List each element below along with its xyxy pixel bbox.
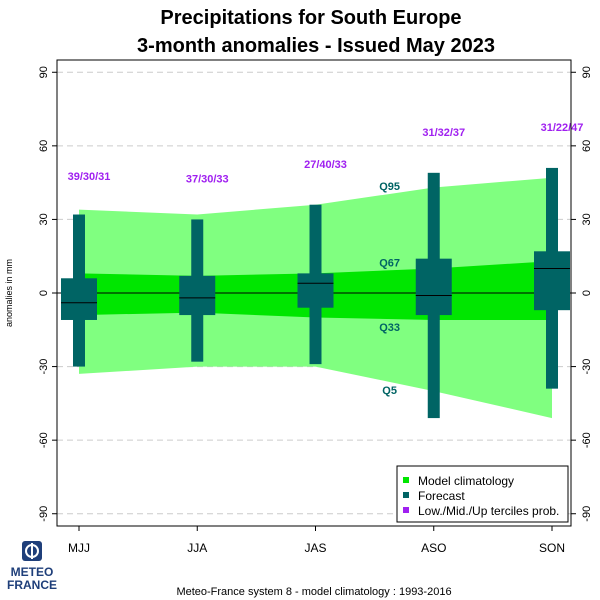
tercile-prob-jas: 27/40/33 — [304, 159, 347, 171]
legend-label-climatology: Model climatology — [418, 474, 514, 488]
logo-text-line1: METEO — [11, 565, 54, 579]
x-tick-label-jas: JAS — [304, 541, 326, 555]
chart-title-line1: Precipitations for South Europe — [160, 7, 461, 29]
legend-swatch-climatology — [403, 477, 409, 483]
meteo-france-logo: METEO FRANCE — [7, 541, 57, 592]
x-tick-label-son: SON — [539, 541, 565, 555]
quantile-label-q33: Q33 — [379, 322, 400, 334]
right-tick-label: -30 — [581, 359, 593, 375]
right-tick-label: 30 — [581, 213, 593, 225]
x-tick-label-jja: JJA — [187, 541, 207, 555]
quantile-label-q95: Q95 — [379, 181, 400, 193]
tercile-prob-mjj: 39/30/31 — [68, 171, 111, 183]
legend-swatch-terciles — [403, 507, 409, 513]
legend-swatch-forecast — [403, 492, 409, 498]
x-tick-label-aso: ASO — [421, 541, 446, 555]
footnote: Meteo-France system 8 - model climatolog… — [176, 586, 451, 598]
left-tick-label: -60 — [38, 432, 50, 448]
right-tick-label: 90 — [581, 66, 593, 78]
tercile-probabilities: 39/30/31 37/30/33 27/40/33 31/32/37 31/22/47 — [68, 122, 584, 186]
forecast-box-jas — [297, 273, 334, 308]
axes: -90 -90 -60 -60 -30 -30 0 0 30 30 60 60 90 90 MJJ JJA JA… — [38, 59, 593, 555]
tercile-prob-son: 31/22/47 — [541, 122, 584, 134]
tercile-prob-aso: 31/32/37 — [422, 127, 465, 139]
right-tick-label: -60 — [581, 432, 593, 448]
right-tick-label: 60 — [581, 140, 593, 152]
chart-title-line2: 3-month anomalies - Issued May 2023 — [137, 35, 495, 57]
legend-box — [396, 465, 569, 523]
forecast-box-aso — [415, 258, 452, 316]
forecast-box-son — [534, 251, 570, 311]
right-tick-label: 0 — [581, 290, 593, 296]
quantile-label-q67: Q67 — [379, 257, 400, 269]
left-tick-label: -30 — [38, 359, 50, 375]
forecast-boxes — [61, 167, 570, 419]
quantile-label-q5: Q5 — [382, 385, 397, 397]
left-tick-label: 30 — [38, 213, 50, 225]
left-tick-label: 60 — [38, 140, 50, 152]
y-axis-label: anomalies in mm — [4, 259, 14, 327]
legend-label-forecast: Forecast — [418, 489, 465, 503]
right-tick-label: -90 — [581, 506, 593, 522]
tercile-prob-jja: 37/30/33 — [186, 174, 229, 186]
meteo-france-logo-icon — [22, 541, 42, 561]
x-tick-label-mjj: MJJ — [68, 541, 90, 555]
legend: Model climatology Forecast Low./Mid./Up … — [396, 465, 569, 523]
quantile-labels: Q95 Q67 Q33 Q5 — [379, 181, 400, 397]
left-tick-label: 0 — [38, 290, 50, 296]
forecast-box-mjj — [61, 278, 97, 320]
forecast-box-jja — [179, 275, 216, 316]
left-tick-label: 90 — [38, 66, 50, 78]
legend-label-terciles: Low./Mid./Up terciles prob. — [418, 504, 559, 518]
logo-text-line2: FRANCE — [7, 578, 57, 592]
left-tick-label: -90 — [38, 506, 50, 522]
